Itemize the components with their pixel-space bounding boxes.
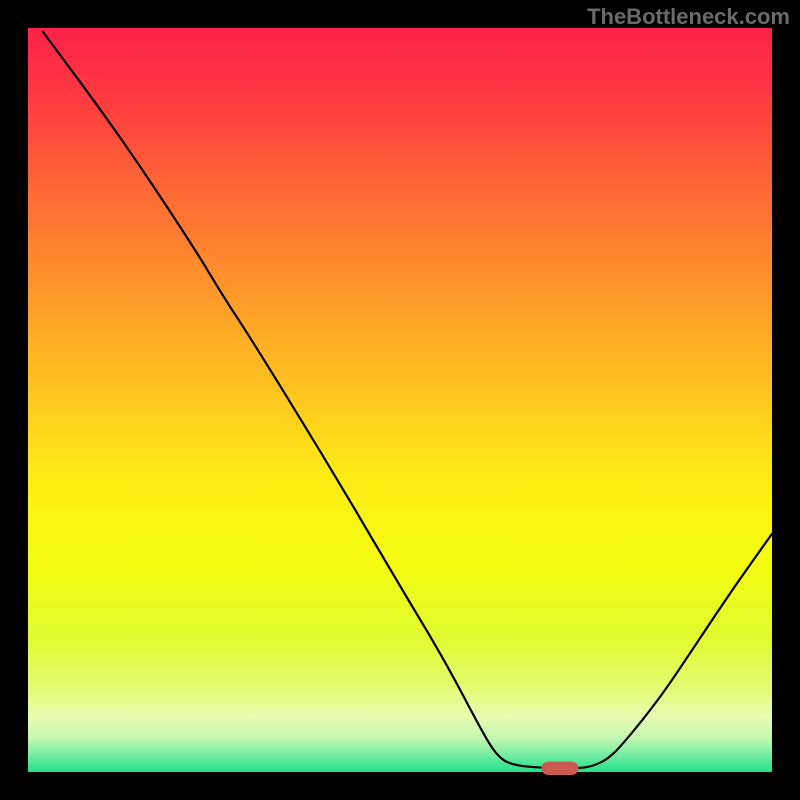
watermark-text: TheBottleneck.com — [587, 4, 790, 30]
chart-container: TheBottleneck.com — [0, 0, 800, 800]
plot-background — [28, 28, 772, 772]
minimum-marker — [541, 762, 578, 775]
bottleneck-chart — [0, 0, 800, 800]
